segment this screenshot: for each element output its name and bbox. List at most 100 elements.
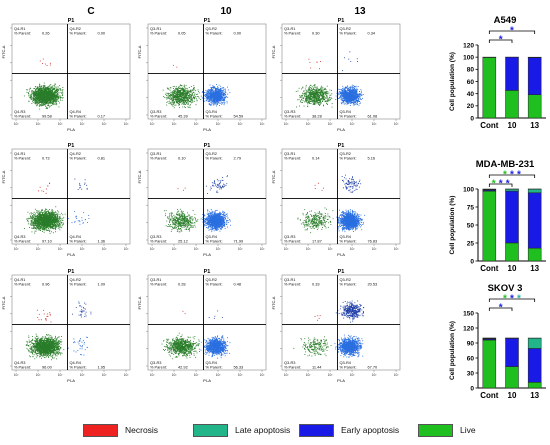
event-dot [221,97,223,99]
event-dot [313,98,315,100]
event-dot [181,98,183,100]
event-dot [338,94,340,96]
event-dot [55,96,57,98]
event-dot [317,102,319,104]
event-dot [169,87,171,89]
event-dot [53,95,54,97]
event-dot [40,102,42,104]
event-dot [312,102,314,104]
event-dot [310,91,312,93]
event-dot [49,98,50,100]
event-dot [191,95,192,97]
event-dot [50,102,52,103]
event-dot [177,93,179,95]
event-dot [218,92,219,94]
event-dot [343,99,344,101]
event-dot [193,96,195,98]
event-dot [217,87,219,89]
event-dot [342,97,343,99]
event-dot [356,102,358,104]
event-dot [42,91,44,93]
event-dot [212,95,214,97]
event-dot [215,92,217,94]
event-dot [342,85,344,87]
event-dot [311,93,313,94]
event-dot [43,88,45,90]
event-dot [43,103,45,105]
event-dot [355,88,357,90]
event-dot [345,90,347,92]
event-dot [41,88,43,89]
event-dot [44,100,45,102]
event-dot [31,93,33,95]
flow-plot-frame [147,23,267,120]
event-dot [47,91,48,93]
event-dot [212,99,214,101]
event-dot [316,61,318,63]
event-dot [44,90,46,92]
event-dot [317,100,319,101]
event-dot [220,94,222,96]
event-dot [186,99,188,101]
x-tick-label: 10² [194,122,199,126]
event-dot [208,97,210,99]
event-dot [340,102,342,104]
event-dot [220,92,222,94]
event-dot [315,100,317,102]
event-dot [301,98,303,100]
event-dot [208,91,209,93]
event-dot [185,96,187,98]
event-dot [39,88,41,90]
event-dot [47,89,49,90]
event-dot [51,95,52,97]
event-dot [351,95,353,97]
event-dot [168,96,170,98]
event-dot [207,93,209,94]
event-dot [327,99,328,101]
event-dot [55,86,57,88]
event-dot [53,96,55,98]
event-dot [58,106,60,108]
event-dot [307,105,309,107]
event-dot [51,101,53,103]
event-dot [56,103,58,105]
event-dot [182,100,183,102]
event-dot [324,91,326,93]
event-dot [213,95,215,97]
event-dot [211,95,213,97]
event-dot [49,64,51,66]
event-dot [356,90,357,92]
event-dot [341,93,343,95]
event-dot [40,95,42,97]
event-dot [47,105,49,106]
event-dot [55,97,56,99]
event-dot [209,93,211,94]
event-dot [50,100,52,102]
event-dot [210,96,212,97]
event-dot [179,87,180,89]
event-dot [351,84,353,86]
event-dot [49,96,51,98]
event-dot [38,95,40,97]
event-dot [342,89,344,91]
event-dot [40,104,41,106]
event-dot [45,91,47,93]
event-dot [189,90,191,92]
event-dot [41,93,42,94]
event-dot [51,94,53,96]
event-dot [44,104,46,106]
event-dot [348,90,350,92]
event-dot [198,97,200,99]
event-dot [27,92,29,94]
event-dot [35,86,37,88]
event-dot [336,93,338,94]
event-dot [308,100,310,102]
event-dot [298,98,300,100]
event-dot [34,92,36,93]
event-dot [32,99,34,100]
event-dot [192,100,194,102]
event-dot [55,95,57,96]
event-dot [210,94,211,96]
event-dot [191,90,193,92]
